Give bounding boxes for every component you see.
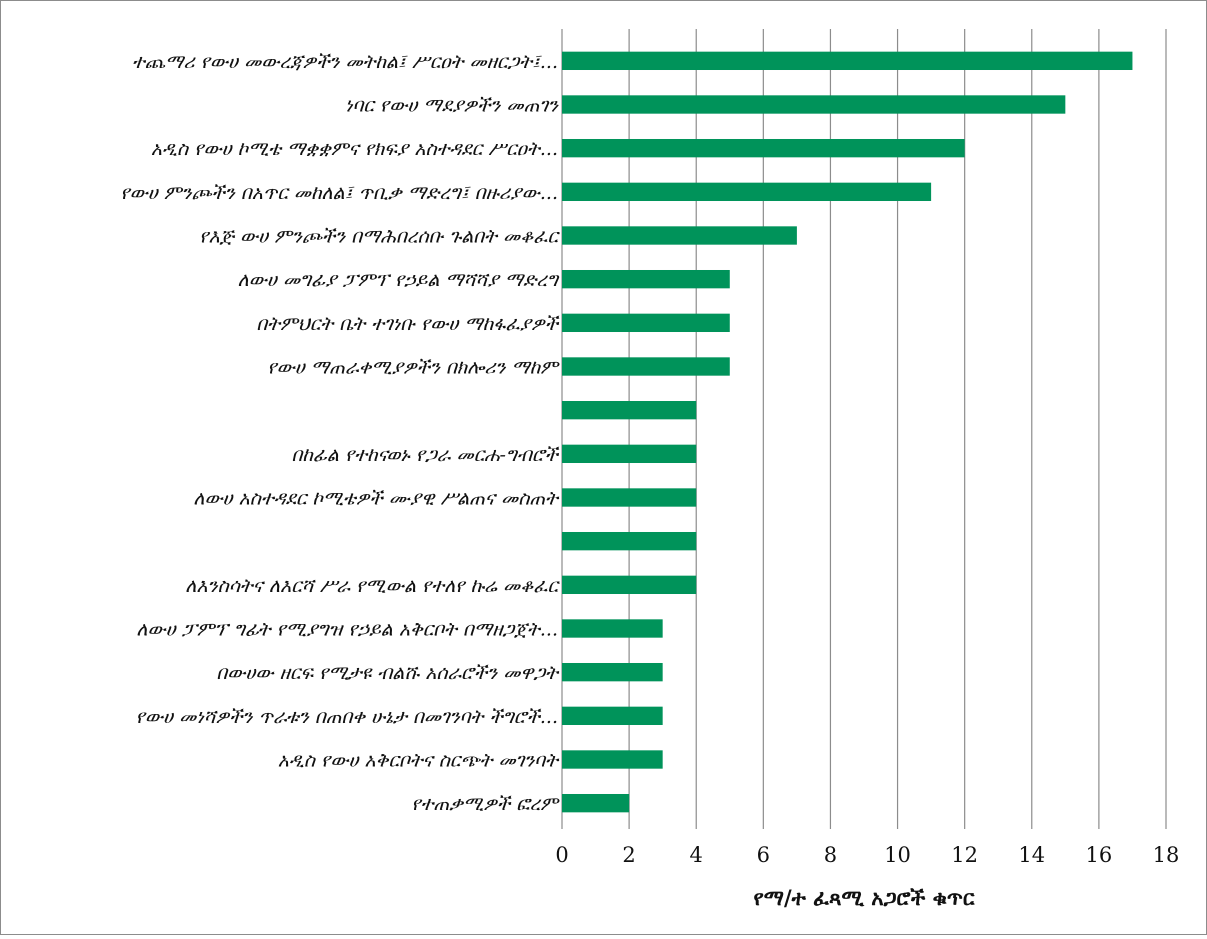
- bar-14: [562, 662, 663, 682]
- category-label-16: አዲስ የውሀ አቅርቦትና ስርጭት መገንባት: [278, 750, 560, 772]
- bar-2: [562, 138, 965, 158]
- gridlines: [561, 29, 1167, 829]
- bar-12: [562, 575, 697, 595]
- category-label-5: ለውሀ መግፊያ ፓምፕ የኃይል ማሻሻያ ማድረግ: [238, 269, 560, 291]
- category-label-9: በከፊል የተከናወኑ የጋራ መርሐ-ግብሮች: [291, 444, 559, 466]
- category-label-13: ለውሀ ፓምፕ ግፊት የሚያግዝ የኃይል አቅርቦት በማዘጋጀት...: [136, 619, 558, 641]
- bar-4: [562, 226, 797, 245]
- x-tick-label-8: 16: [1086, 843, 1113, 867]
- x-tick-labels: 0 2 4 6 8 10 12 14 16 18: [555, 843, 1179, 867]
- bar-3: [562, 182, 932, 202]
- bar-1: [562, 95, 1066, 114]
- x-tick-label-9: 18: [1153, 843, 1180, 867]
- bar-6: [562, 313, 730, 333]
- category-label-15: የውሀ መነሻዎችን ጥራቱን በጠበቀ ሁኔታ በመገንባት ችግሮች...: [136, 706, 558, 728]
- x-tick-label-6: 12: [951, 843, 978, 867]
- bar-7: [562, 357, 730, 376]
- category-label-3: የውሀ ምንጮችን በአጥር መከለል፤ ጥቢቃ ማድረግ፤ በዙሪያው...: [120, 182, 558, 204]
- bar-15: [562, 706, 663, 726]
- category-label-10: ለውሀ አስተዳደር ኮሚቴዎች ሙያዊ ሥልጠና መስጠት: [193, 488, 560, 510]
- x-tick-label-0: 0: [555, 843, 568, 867]
- category-label-17: የተጠቃሚዎች ፎረም: [411, 793, 560, 815]
- x-tick-label-4: 8: [824, 843, 837, 867]
- x-tick-label-7: 14: [1018, 843, 1045, 867]
- x-tick-label-1: 2: [622, 843, 635, 867]
- bar-8: [562, 400, 697, 420]
- bar-13: [562, 619, 663, 638]
- category-label-12: ለእንስሳትና ለእርሻ ሥራ የሚውል የተለየ ኩሬ መቆፈር: [185, 575, 560, 597]
- bar-10: [562, 488, 697, 507]
- category-label-14: በውሀው ዘርፍ የሚታዩ ብልሹ አሰራሮችን መዋጋት: [216, 662, 560, 684]
- bar-5: [562, 269, 730, 289]
- bar-9: [562, 444, 697, 464]
- category-label-6: በትምህርት ቤት ተገነቡ የውሀ ማከፋፈያዎች: [256, 313, 559, 335]
- x-tick-label-3: 6: [757, 843, 770, 867]
- category-label-4: የእጅ ውሀ ምንጮችን በማሕበረሰቡ ጉልበት መቆፈር: [199, 226, 560, 248]
- x-tick-label-2: 4: [690, 843, 703, 867]
- bars: [562, 51, 1133, 813]
- bar-0: [562, 51, 1133, 71]
- bar-11: [562, 531, 697, 551]
- category-label-7: የውሀ ማጠራቀሚያዎችን በክሎሪን ማከም: [267, 357, 560, 379]
- category-label-0: ተጨማሪ የውሀ መውረጃዎችን መትከል፤ ሥርዐት መዘርጋት፤...: [132, 51, 558, 73]
- bar-16: [562, 750, 663, 769]
- x-tick-label-5: 10: [884, 843, 911, 867]
- category-labels: ተጨማሪ የውሀ መውረጃዎችን መትከል፤ ሥርዐት መዘርጋት፤... ነባር…: [120, 51, 560, 815]
- bar-17: [562, 793, 630, 813]
- category-label-2: አዲስ የውሀ ኮሚቴ ማቋቋምና የክፍያ አስተዳደር ሥርዐት...: [151, 138, 558, 160]
- x-axis-title: የማ/ተ ፈጻሚ አጋሮች ቁጥር: [754, 885, 975, 910]
- category-label-1: ነባር የውሀ ማደያዎችን መጠገን: [345, 95, 559, 117]
